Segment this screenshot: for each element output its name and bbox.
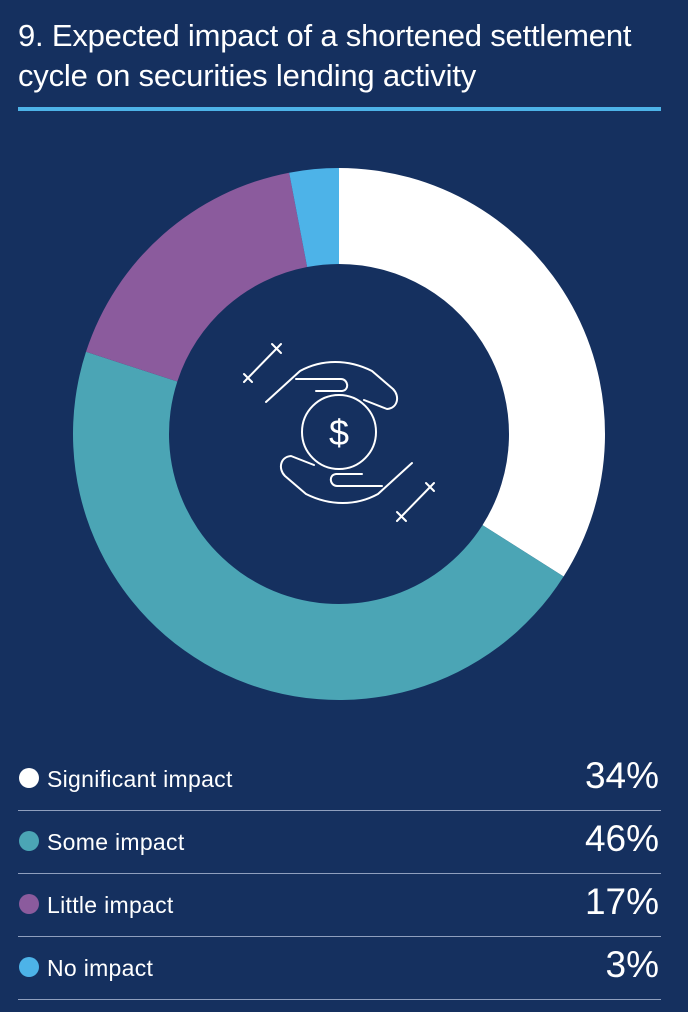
- legend-swatch: [19, 894, 39, 914]
- legend-value: 34%: [584, 755, 659, 796]
- chart-legend: Significant impact 34% Some impact 46% Littl…: [18, 748, 661, 1000]
- legend-item-no-impact: No impact 3%: [18, 937, 661, 1000]
- legend-item-little-impact: Little impact 17%: [18, 874, 661, 937]
- donut-chart: $: [0, 150, 688, 720]
- donut-slice-some-impact: [72, 351, 564, 701]
- legend-label: Some impact: [47, 829, 185, 855]
- dollar-sign-icon: $: [329, 412, 349, 453]
- legend-label: Little impact: [47, 892, 174, 918]
- chart-title: 9. Expected impact of a shortened settle…: [18, 18, 632, 93]
- title-underline: [18, 107, 661, 111]
- legend-value: 46%: [584, 818, 659, 859]
- legend-value: 17%: [584, 881, 659, 922]
- legend-swatch: [19, 957, 39, 977]
- hands-holding-dollar-coin-icon: $: [243, 343, 435, 522]
- legend-value: 3%: [605, 944, 659, 985]
- legend-item-significant-impact: Significant impact 34%: [18, 748, 661, 811]
- legend-label: Significant impact: [47, 766, 233, 792]
- legend-item-some-impact: Some impact 46%: [18, 811, 661, 874]
- donut-slice-little-impact: [86, 172, 308, 382]
- legend-swatch: [19, 768, 39, 788]
- legend-swatch: [19, 831, 39, 851]
- legend-label: No impact: [47, 955, 154, 981]
- donut-slice-significant-impact: [339, 168, 606, 577]
- donut-slice-no-impact: [289, 168, 339, 268]
- donut-chart-svg: $: [72, 168, 606, 701]
- donut-slices: [72, 168, 606, 701]
